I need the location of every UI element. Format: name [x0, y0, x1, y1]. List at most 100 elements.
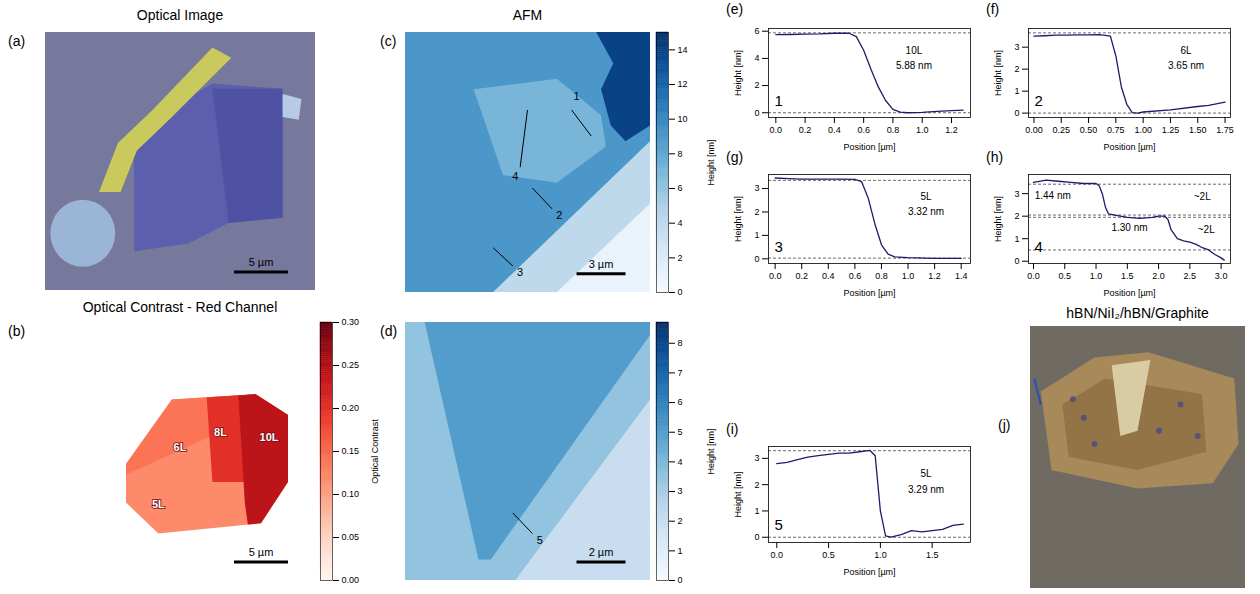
svg-text:0.0: 0.0	[769, 271, 782, 281]
svg-text:6: 6	[678, 183, 683, 193]
svg-text:(b): (b)	[8, 323, 25, 339]
svg-text:0.00: 0.00	[1025, 125, 1043, 135]
svg-text:6L: 6L	[1180, 45, 1192, 56]
svg-text:~2L: ~2L	[1198, 224, 1215, 235]
svg-text:5: 5	[537, 534, 543, 546]
svg-text:2.5: 2.5	[1184, 271, 1197, 281]
svg-text:0: 0	[754, 254, 759, 264]
svg-text:3: 3	[754, 453, 759, 463]
svg-text:0: 0	[754, 108, 759, 118]
svg-text:(d): (d)	[380, 323, 397, 339]
svg-text:4: 4	[1035, 238, 1043, 255]
svg-text:0: 0	[678, 287, 683, 297]
svg-text:2: 2	[754, 207, 759, 217]
svg-text:6L: 6L	[174, 441, 187, 453]
svg-text:1: 1	[1014, 86, 1019, 96]
svg-text:1.5: 1.5	[1121, 271, 1134, 281]
svg-text:0.6: 0.6	[849, 271, 862, 281]
svg-text:1.0: 1.0	[1090, 271, 1103, 281]
svg-text:0.75: 0.75	[1107, 125, 1125, 135]
svg-text:3: 3	[1014, 189, 1019, 199]
svg-text:6: 6	[754, 26, 759, 36]
svg-text:(a): (a)	[8, 33, 25, 49]
svg-text:0: 0	[678, 575, 683, 585]
svg-text:Optical Image: Optical Image	[137, 7, 224, 23]
svg-text:3.29 nm: 3.29 nm	[908, 484, 944, 495]
svg-text:5 µm: 5 µm	[249, 256, 274, 268]
svg-text:2: 2	[556, 209, 562, 221]
svg-text:3: 3	[517, 266, 523, 278]
svg-text:3.65 nm: 3.65 nm	[1168, 60, 1204, 71]
svg-text:Position [µm]: Position [µm]	[843, 142, 895, 152]
svg-text:0.25: 0.25	[1052, 125, 1070, 135]
svg-text:3: 3	[775, 238, 783, 255]
svg-text:Height [nm]: Height [nm]	[733, 50, 743, 96]
svg-text:0.15: 0.15	[342, 446, 360, 456]
svg-text:0.6: 0.6	[857, 125, 870, 135]
svg-text:2: 2	[1014, 64, 1019, 74]
svg-text:14: 14	[678, 45, 688, 55]
svg-text:(h): (h)	[986, 149, 1003, 165]
svg-text:0.5: 0.5	[822, 550, 835, 560]
svg-text:7: 7	[678, 368, 683, 378]
svg-text:(g): (g)	[726, 149, 743, 165]
svg-text:4: 4	[678, 457, 683, 467]
svg-text:12: 12	[678, 79, 688, 89]
svg-text:1: 1	[754, 230, 759, 240]
svg-text:0.0: 0.0	[770, 125, 783, 135]
svg-text:(c): (c)	[380, 33, 396, 49]
svg-text:0.8: 0.8	[887, 125, 900, 135]
svg-text:1.2: 1.2	[945, 125, 958, 135]
svg-text:3.0: 3.0	[1215, 271, 1228, 281]
svg-text:1.2: 1.2	[928, 271, 941, 281]
svg-text:0: 0	[754, 532, 759, 542]
svg-text:5 µm: 5 µm	[249, 546, 274, 558]
svg-text:1: 1	[1014, 234, 1019, 244]
svg-text:hBN/NiI₂/hBN/Graphite: hBN/NiI₂/hBN/Graphite	[1066, 305, 1209, 321]
svg-text:Position [µm]: Position [µm]	[1103, 288, 1155, 298]
svg-text:(j): (j)	[998, 417, 1010, 433]
svg-text:8L: 8L	[214, 426, 227, 438]
svg-text:5L: 5L	[920, 468, 932, 479]
svg-text:2: 2	[678, 253, 683, 263]
svg-text:3.32 nm: 3.32 nm	[908, 206, 944, 217]
svg-text:5: 5	[775, 516, 783, 533]
svg-text:1: 1	[775, 92, 783, 109]
svg-text:Optical Contrast - Red Channel: Optical Contrast - Red Channel	[83, 299, 278, 315]
svg-text:Optical Contrast: Optical Contrast	[370, 419, 380, 484]
svg-text:1.5: 1.5	[926, 550, 939, 560]
svg-text:Position [µm]: Position [µm]	[843, 567, 895, 577]
svg-text:Height [nm]: Height [nm]	[733, 471, 743, 517]
svg-text:3 µm: 3 µm	[589, 258, 614, 270]
svg-text:5L: 5L	[152, 498, 165, 510]
svg-text:1.25: 1.25	[1162, 125, 1180, 135]
svg-text:3: 3	[678, 486, 683, 496]
svg-text:3: 3	[754, 183, 759, 193]
svg-text:Height [nm]: Height [nm]	[706, 139, 716, 185]
svg-text:2: 2	[1014, 211, 1019, 221]
svg-text:0.2: 0.2	[795, 271, 808, 281]
svg-text:Position [µm]: Position [µm]	[843, 288, 895, 298]
svg-text:10L: 10L	[260, 431, 279, 443]
svg-text:1: 1	[754, 506, 759, 516]
svg-text:(i): (i)	[726, 421, 738, 437]
svg-text:0.05: 0.05	[342, 532, 360, 542]
svg-text:0.2: 0.2	[799, 125, 812, 135]
svg-text:6: 6	[678, 397, 683, 407]
svg-text:Height [nm]: Height [nm]	[706, 428, 716, 474]
svg-text:2 µm: 2 µm	[589, 546, 614, 558]
svg-text:(e): (e)	[726, 1, 743, 17]
svg-text:0.4: 0.4	[828, 125, 841, 135]
svg-text:Height [nm]: Height [nm]	[993, 196, 1003, 242]
svg-text:(f): (f)	[986, 1, 999, 17]
svg-text:0.10: 0.10	[342, 489, 360, 499]
svg-text:2: 2	[754, 480, 759, 490]
svg-text:0.0: 0.0	[1027, 271, 1040, 281]
svg-text:5.88 nm: 5.88 nm	[896, 60, 932, 71]
svg-text:5: 5	[678, 427, 683, 437]
svg-text:0.30: 0.30	[342, 317, 360, 327]
svg-text:0: 0	[1014, 256, 1019, 266]
svg-text:4: 4	[512, 170, 518, 182]
svg-text:1: 1	[573, 90, 579, 102]
svg-text:0.50: 0.50	[1080, 125, 1098, 135]
